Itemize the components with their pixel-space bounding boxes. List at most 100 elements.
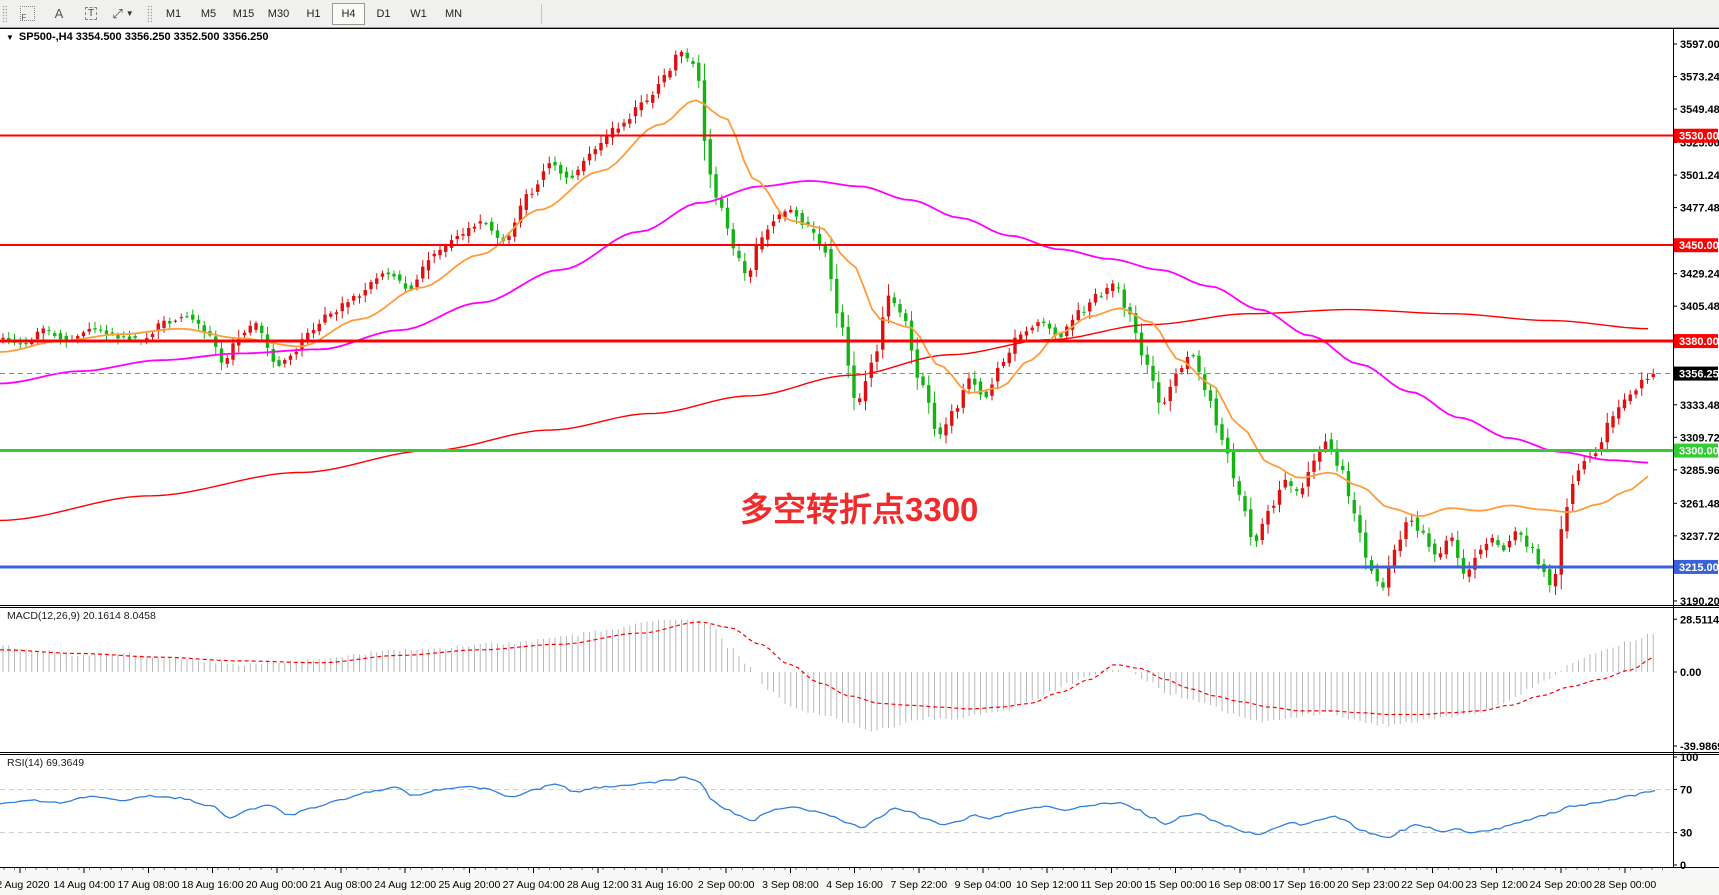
candle-body bbox=[1484, 543, 1489, 551]
candle-body bbox=[323, 314, 327, 323]
timeframe-button-H4[interactable]: H4 bbox=[332, 2, 365, 25]
price-axis-label: 3190.200 bbox=[1680, 596, 1719, 608]
time-axis-label[interactable]: 18 Aug 16:00 bbox=[182, 879, 244, 891]
annotation-text[interactable]: 多空转折点3300 bbox=[740, 491, 979, 528]
candle-body bbox=[1323, 441, 1328, 450]
candle-body bbox=[398, 274, 402, 281]
timeframe-button-D1[interactable]: D1 bbox=[376, 7, 391, 20]
current-price-tag[interactable]: 3356.250 bbox=[1674, 366, 1719, 381]
symbol-dropdown-icon[interactable]: ▼ bbox=[6, 33, 14, 42]
candle-body bbox=[283, 360, 287, 364]
price-tag-3530.000[interactable]: 3530.000 bbox=[1674, 128, 1719, 143]
time-axis-label[interactable]: 22 Sep 04:00 bbox=[1401, 879, 1464, 891]
candle-body bbox=[1226, 437, 1230, 454]
time-axis-label[interactable]: 10 Sep 12:00 bbox=[1016, 879, 1079, 891]
candle-body bbox=[904, 313, 908, 322]
time-axis-label[interactable]: 27 Aug 04:00 bbox=[503, 879, 565, 891]
timeframe-button-MN[interactable]: MN bbox=[444, 7, 463, 20]
candle-body bbox=[1093, 293, 1098, 303]
time-axis-label[interactable]: 12 Aug 2020 bbox=[0, 879, 50, 891]
rsi-axis-label: 0 bbox=[1680, 860, 1686, 872]
text-label-a-icon: A bbox=[54, 6, 64, 21]
candle-body bbox=[800, 213, 804, 225]
timeframe-button-M15[interactable]: M15 bbox=[232, 7, 255, 20]
time-axis-label[interactable]: 31 Aug 16:00 bbox=[631, 879, 693, 891]
candle-body bbox=[513, 222, 517, 237]
timeframe-button-W1[interactable]: W1 bbox=[410, 7, 427, 20]
candle-body bbox=[1341, 465, 1345, 470]
time-axis-label[interactable]: 2 Sep 00:00 bbox=[698, 879, 755, 891]
candle-body bbox=[403, 283, 408, 289]
candle-body bbox=[507, 236, 511, 241]
candle-body bbox=[288, 355, 293, 360]
text-tool-button[interactable]: T bbox=[76, 2, 106, 25]
candle-body bbox=[1622, 399, 1627, 409]
candle-body bbox=[300, 339, 304, 350]
candle-body bbox=[708, 139, 712, 175]
text-label-tool-button[interactable]: A bbox=[44, 2, 74, 25]
candle-body bbox=[1352, 500, 1356, 514]
time-axis-label[interactable]: 17 Sep 16:00 bbox=[1273, 879, 1336, 891]
time-axis-label[interactable]: 24 Sep 20:00 bbox=[1530, 879, 1593, 891]
time-axis-label[interactable]: 24 Aug 12:00 bbox=[374, 879, 436, 891]
candle-body bbox=[357, 296, 362, 298]
candle-body bbox=[81, 332, 86, 337]
time-axis-label[interactable]: 25 Aug 20:00 bbox=[438, 879, 500, 891]
time-axis-label[interactable]: 14 Aug 04:00 bbox=[53, 879, 115, 891]
candle-body bbox=[720, 198, 724, 208]
candle-body bbox=[294, 351, 298, 355]
price-tag-3380.000[interactable]: 3380.000 bbox=[1674, 334, 1719, 349]
candle-body bbox=[1392, 549, 1397, 567]
time-axis-label[interactable]: 15 Sep 00:00 bbox=[1144, 879, 1207, 891]
price-axis-label: 3309.720 bbox=[1680, 432, 1719, 444]
toolbar-grip[interactable] bbox=[2, 4, 7, 23]
grid-f-tool-button[interactable]: F bbox=[12, 2, 42, 25]
candle-body bbox=[1335, 448, 1339, 466]
candle-body bbox=[1203, 374, 1207, 391]
dropdown-caret-icon[interactable]: ▼ bbox=[125, 9, 134, 18]
candle-body bbox=[835, 278, 839, 314]
candle-body bbox=[380, 273, 385, 277]
time-axis-label[interactable]: 4 Sep 16:00 bbox=[826, 879, 883, 891]
candle-body bbox=[863, 381, 868, 402]
price-tag-3215.000[interactable]: 3215.000 bbox=[1674, 559, 1719, 574]
time-axis-label[interactable]: 3 Sep 08:00 bbox=[762, 879, 819, 891]
timeframe-button-M30[interactable]: M30 bbox=[267, 7, 290, 20]
toolbar-grip-2[interactable] bbox=[147, 4, 152, 23]
candle-body bbox=[610, 127, 615, 138]
candle-body bbox=[1168, 386, 1172, 402]
candle-body bbox=[1571, 483, 1575, 504]
chart-title: ▼ SP500-,H4 3354.500 3356.250 3352.500 33… bbox=[6, 31, 269, 43]
candle-body bbox=[955, 408, 960, 412]
time-axis-label[interactable]: 28 Sep 00:00 bbox=[1594, 879, 1657, 891]
time-axis-label[interactable]: 23 Sep 12:00 bbox=[1465, 879, 1528, 891]
candle-body bbox=[311, 329, 316, 334]
time-axis-label[interactable]: 9 Sep 04:00 bbox=[955, 879, 1012, 891]
candle-body bbox=[978, 381, 983, 395]
timeframe-button-M1[interactable]: M1 bbox=[165, 7, 182, 20]
rsi-axis-label: 30 bbox=[1680, 828, 1692, 840]
time-axis-label[interactable]: 28 Aug 12:00 bbox=[567, 879, 629, 891]
timeframe-button-H1[interactable]: H1 bbox=[306, 7, 321, 20]
time-axis-label[interactable]: 16 Sep 08:00 bbox=[1209, 879, 1272, 891]
candle-body bbox=[478, 221, 482, 224]
candle-body bbox=[731, 229, 735, 249]
price-tag-3380.000-bg bbox=[1674, 334, 1718, 349]
candle-body bbox=[1444, 540, 1448, 555]
time-axis-label[interactable]: 20 Sep 23:00 bbox=[1337, 879, 1400, 891]
time-axis-label[interactable]: 7 Sep 22:00 bbox=[890, 879, 947, 891]
price-tag-3450.000-label: 3450.000 bbox=[1679, 240, 1719, 252]
candle-body bbox=[789, 209, 793, 213]
candle-body bbox=[961, 390, 965, 408]
candle-body bbox=[1134, 313, 1138, 334]
candle-body bbox=[1502, 545, 1506, 551]
arrows-tool-button[interactable]: ⤢ ▼ bbox=[108, 2, 138, 25]
time-axis-label[interactable]: 21 Aug 08:00 bbox=[310, 879, 372, 891]
time-axis-label[interactable]: 11 Sep 20:00 bbox=[1081, 879, 1143, 891]
time-axis-label[interactable]: 17 Aug 08:00 bbox=[117, 879, 179, 891]
timeframe-button-M5[interactable]: M5 bbox=[200, 7, 217, 20]
price-tag-3450.000[interactable]: 3450.000 bbox=[1674, 238, 1719, 253]
price-tag-3300.000[interactable]: 3300.000 bbox=[1674, 443, 1719, 458]
time-axis-label[interactable]: 20 Aug 00:00 bbox=[246, 879, 308, 891]
